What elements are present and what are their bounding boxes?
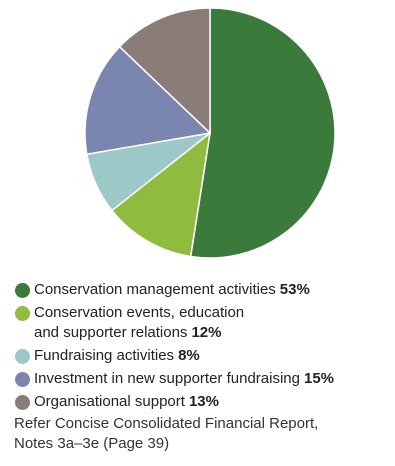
legend-value: 13%: [189, 393, 219, 410]
legend-value: 15%: [304, 370, 334, 387]
legend-swatch-conservation-events: [15, 306, 30, 321]
legend-swatch-fundraising: [15, 349, 30, 364]
legend: Conservation management activities 53% Co…: [14, 280, 392, 415]
legend-label: Conservation management activities: [34, 281, 276, 298]
legend-label: Organisational support: [34, 393, 185, 410]
legend-value: 53%: [280, 281, 310, 298]
legend-swatch-organisational-support: [15, 395, 30, 410]
legend-item-conservation-management: Conservation management activities 53%: [14, 280, 392, 300]
legend-item-investment: Investment in new supporter fundraising 1…: [14, 369, 392, 389]
legend-item-organisational-support: Organisational support 13%: [14, 392, 392, 412]
legend-label-continued: and supporter relations: [34, 324, 187, 341]
legend-value: 8%: [178, 347, 200, 364]
pie-slice-0: [191, 8, 335, 258]
legend-label: Conservation events, education: [34, 304, 244, 321]
legend-swatch-investment: [15, 372, 30, 387]
legend-label: Fundraising activities: [34, 347, 174, 364]
legend-label: Investment in new supporter fundraising: [34, 370, 300, 387]
legend-swatch-conservation-management: [15, 283, 30, 298]
footnote: Refer Concise Consolidated Financial Rep…: [14, 414, 392, 454]
legend-value: 12%: [191, 324, 221, 341]
legend-item-fundraising: Fundraising activities 8%: [14, 346, 392, 366]
footnote-line-1: Refer Concise Consolidated Financial Rep…: [14, 415, 318, 432]
pie-chart: [0, 0, 395, 270]
legend-item-conservation-events: Conservation events, education and suppo…: [14, 303, 392, 343]
footnote-line-2: Notes 3a–3e (Page 39): [14, 435, 169, 452]
